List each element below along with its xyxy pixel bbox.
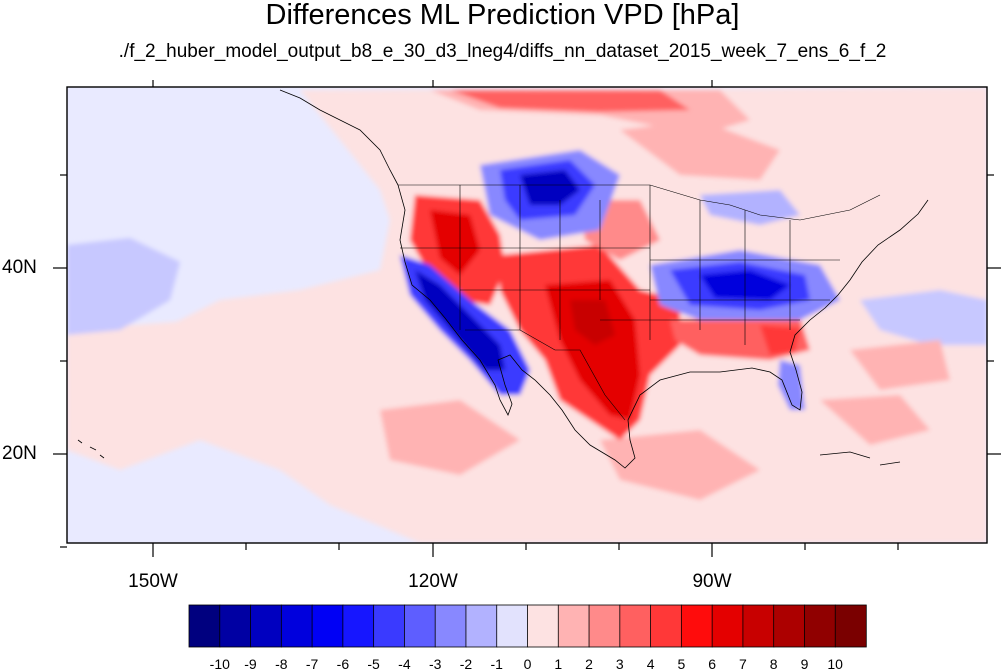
colorbar-tick-label: 10	[827, 656, 843, 672]
colorbar-swatch	[342, 604, 375, 648]
colorbar-swatch	[711, 604, 744, 648]
map-frame	[66, 86, 988, 544]
lat-ticks	[53, 174, 1001, 548]
colorbar-tick-label: 5	[677, 656, 686, 672]
colorbar-swatch	[219, 604, 252, 648]
colorbar	[188, 604, 867, 648]
field-pink-region	[620, 120, 780, 180]
field-dark-blue-region	[520, 170, 580, 205]
colorbar-tick-label: 8	[769, 656, 778, 672]
lat-label-20n: 20N	[2, 443, 37, 464]
map-subtitle: ./f_2_huber_model_output_b8_e_30_d3_lneg…	[118, 41, 887, 62]
lon-label-120w: 120W	[408, 571, 458, 592]
colorbar-tick-label: -7	[305, 656, 319, 672]
colorbar-swatch	[280, 604, 313, 648]
us-mexico-border	[465, 329, 626, 421]
field-pink-region	[600, 430, 760, 500]
map-title: Differences ML Prediction VPD [hPa]	[265, 0, 740, 31]
colorbar-tick-label: -5	[367, 656, 380, 672]
field-light-blue-region	[700, 190, 800, 225]
colorbar-tick-label: -3	[428, 656, 442, 672]
colorbar-tick-label: -1	[490, 656, 503, 672]
colorbar-tick-label: 1	[554, 656, 563, 672]
field-pink-region	[820, 395, 930, 445]
us-state-borders	[398, 184, 881, 421]
colorbar-swatch	[465, 604, 498, 648]
colorbar-swatch	[588, 604, 621, 648]
lat-label-40n: 40N	[2, 257, 37, 278]
colorbar-tick-label: 6	[708, 656, 716, 672]
lon-ticks	[152, 80, 899, 557]
colorbar-swatch	[404, 604, 436, 648]
colorbar-tick-label: 0	[523, 656, 532, 672]
field-red-region	[450, 90, 690, 112]
caribbean-islands	[819, 451, 901, 466]
colorbar-tick-label: -2	[459, 656, 473, 672]
colorbar-swatch	[496, 604, 529, 648]
hawaii-islands	[77, 439, 105, 459]
colorbar-tick-label: -6	[336, 656, 350, 672]
field-pink-region	[380, 400, 520, 475]
lon-label-90w: 90W	[692, 571, 732, 592]
colorbar-tick-label: 7	[738, 656, 747, 672]
field-dark-red-region	[545, 280, 640, 420]
colorbar-swatch	[619, 604, 652, 648]
colorbar-swatch	[188, 604, 221, 648]
vpd-field	[67, 87, 987, 543]
colorbar-tick-label: 3	[615, 656, 624, 672]
colorbar-tick-label: 2	[585, 656, 593, 672]
pacific-northwest-coastline	[279, 89, 399, 186]
field-light-red-region	[67, 320, 260, 390]
colorbar-swatch	[650, 604, 683, 648]
colorbar-swatch	[804, 604, 836, 648]
colorbar-tick-label: 9	[800, 656, 809, 672]
colorbar-swatch	[557, 604, 590, 648]
field-light-blue-region	[67, 238, 180, 335]
colorbar-swatch	[434, 604, 467, 648]
field-dark-red-region	[570, 300, 615, 345]
colorbar-swatch	[250, 604, 283, 648]
field-light-blue-region	[860, 290, 987, 345]
field-pink-region	[850, 340, 950, 390]
colorbar-tick-label: -8	[275, 656, 288, 672]
colorbar-swatch	[373, 604, 406, 648]
colorbar-swatch	[742, 604, 775, 648]
north-america-coastline	[397, 184, 929, 469]
field-blue-region	[778, 360, 805, 410]
colorbar-swatch	[680, 604, 713, 648]
colorbar-tick-label: -4	[398, 656, 411, 672]
colorbar-tick-label: -10	[209, 656, 230, 672]
colorbar-tick-label: 4	[646, 656, 655, 672]
colorbar-swatch	[834, 604, 867, 648]
field-dark-red-region	[430, 210, 480, 275]
colorbar-swatch	[311, 604, 344, 648]
state-lines	[400, 185, 840, 345]
lon-label-150w: 150W	[128, 571, 178, 592]
colorbar-swatch	[527, 604, 559, 648]
field-red-region	[760, 325, 800, 355]
colorbar-tick-label: -9	[244, 656, 257, 672]
colorbar-swatch	[773, 604, 806, 648]
coastlines	[77, 89, 929, 469]
